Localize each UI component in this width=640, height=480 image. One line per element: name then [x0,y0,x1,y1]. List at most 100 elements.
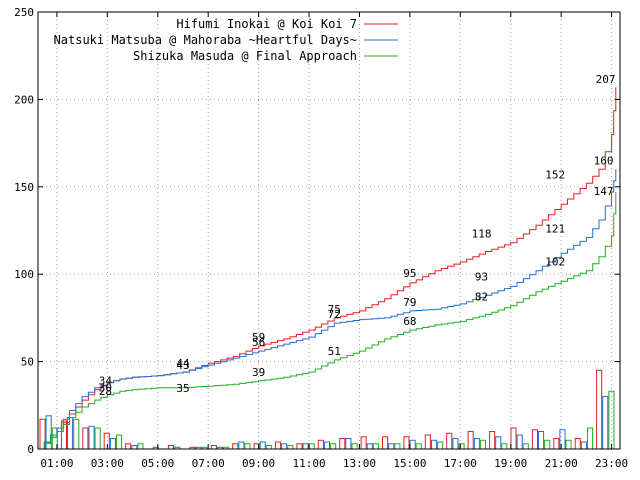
label-layer: 0 50 100 150 200 250 01:00 03:00 05:00 07:00 09:00… [14,6,628,470]
bar-green [265,445,272,450]
bar-green [351,443,358,450]
series-line-1 [38,169,617,450]
bar-red [382,436,389,450]
bar-green [137,443,144,450]
data-label: 93 [475,270,488,283]
y-tick-label: 200 [14,93,34,106]
bar-red [82,427,89,450]
data-label: 35 [176,382,189,395]
bar-green [522,443,529,450]
bar-green [372,443,379,450]
bar-green [287,445,294,450]
bar-green [94,427,101,450]
y-tick-label: 50 [21,356,34,369]
legend-entry-2: Shizuka Masuda @ Final Approach [133,49,357,63]
bar-blue [473,438,480,450]
y-tick-label: 0 [27,443,34,456]
data-label: 207 [596,73,616,86]
bar-red [296,443,303,450]
bar-red [60,420,68,450]
y-tick-label: 100 [14,268,34,281]
x-tick-label: 13:00 [343,457,376,470]
data-label: 79 [403,296,416,309]
x-tick-label: 09:00 [242,457,275,470]
data-label: 160 [594,154,614,167]
bar-blue [109,438,117,450]
plot-frame [37,11,621,450]
bar-red [210,445,217,450]
series-line-2 [38,192,617,450]
x-tick-label: 15:00 [393,457,426,470]
bar-green [458,443,465,450]
bar-blue [409,439,416,450]
x-tick-label: 05:00 [141,457,174,470]
bar-blue [88,425,95,450]
bar-blue [131,445,138,450]
bar-green [501,443,508,450]
bar-red [596,369,603,450]
bar-blue [366,443,373,450]
bar-red [467,431,474,450]
data-label: 102 [545,256,565,269]
bar-red [103,432,110,450]
data-label: 72 [328,308,341,321]
bar-red [446,432,453,450]
x-tick-label: 19:00 [494,457,527,470]
bar-blue [345,438,352,450]
bar-blue [559,429,566,450]
axis-layer [37,11,621,450]
bar-red [553,438,560,450]
bar-blue [580,441,587,450]
bar-green [479,439,486,450]
x-tick-label: 01:00 [40,457,73,470]
bar-blue [302,443,309,450]
bar-blue [452,438,459,450]
bar-green [394,443,401,450]
bar-blue [281,443,288,450]
legend-entry-1: Natsuki Matsuba @ Mahoraba ~Heartful Day… [54,33,357,47]
bar-red [360,436,367,450]
bar-red [489,431,496,450]
data-label: 56 [252,336,265,349]
bar-blue [259,441,266,450]
data-label: 34 [99,375,113,388]
bar-green [330,443,337,450]
y-tick-label: 150 [14,181,34,194]
bar-blue [67,417,74,450]
x-tick-label: 17:00 [444,457,477,470]
x-tick-label: 23:00 [595,457,628,470]
bar-blue [431,439,438,450]
data-label: 118 [472,228,492,241]
bar-green [565,439,572,450]
data-label: 82 [475,291,488,304]
data-label: 121 [545,222,565,235]
bar-red [403,436,410,450]
bar-red [125,443,132,450]
bar-green [437,441,444,450]
y-tick-label: 250 [14,6,34,19]
bar-blue [238,441,245,450]
line-layer [38,87,617,450]
data-label: 30 [99,382,112,395]
bar-green [116,434,123,450]
bar-blue [45,415,52,450]
series-line-0 [38,87,617,450]
bar-blue [495,436,502,450]
data-label: 75 [328,303,341,316]
bar-green [244,443,251,450]
bar-red [424,434,431,450]
bar-red [531,429,539,450]
bar-red [574,438,581,450]
data-label: 39 [252,366,265,379]
bar-red [339,438,346,450]
data-label: 95 [403,267,416,280]
bar-green [544,439,551,450]
bar-layer [39,369,615,450]
bar-blue [388,443,395,450]
x-tick-label: 11:00 [292,457,325,470]
data-label: 43 [176,359,189,372]
bar-green [73,418,80,450]
data-label: 147 [594,185,614,198]
